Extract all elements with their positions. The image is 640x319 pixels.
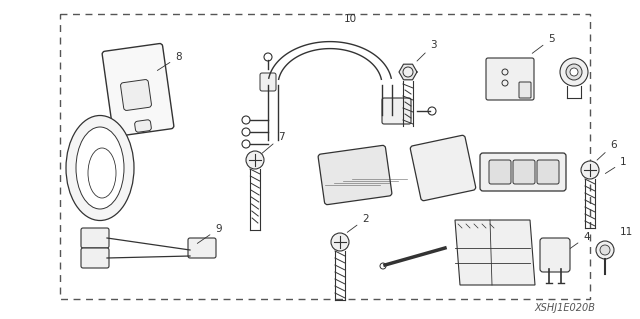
Circle shape: [246, 151, 264, 169]
Text: 9: 9: [197, 224, 221, 243]
Circle shape: [581, 161, 599, 179]
FancyBboxPatch shape: [486, 58, 534, 100]
Text: XSHJ1E020B: XSHJ1E020B: [534, 303, 595, 313]
Circle shape: [242, 116, 250, 124]
Polygon shape: [455, 220, 535, 285]
Text: 8: 8: [157, 52, 182, 70]
FancyBboxPatch shape: [480, 153, 566, 191]
FancyBboxPatch shape: [134, 120, 151, 132]
Text: 11: 11: [620, 227, 633, 237]
FancyBboxPatch shape: [260, 73, 276, 91]
Circle shape: [566, 64, 582, 80]
Circle shape: [596, 241, 614, 259]
Polygon shape: [399, 64, 417, 80]
FancyBboxPatch shape: [513, 160, 535, 184]
Text: 2: 2: [348, 214, 369, 232]
FancyBboxPatch shape: [489, 160, 511, 184]
FancyBboxPatch shape: [540, 238, 570, 272]
Circle shape: [428, 107, 436, 115]
Text: 4: 4: [570, 232, 589, 249]
Circle shape: [331, 233, 349, 251]
Text: 1: 1: [605, 157, 627, 174]
Text: 10: 10: [344, 14, 356, 24]
Text: 3: 3: [417, 40, 436, 61]
Circle shape: [380, 263, 386, 269]
FancyBboxPatch shape: [102, 43, 174, 137]
FancyBboxPatch shape: [537, 160, 559, 184]
Circle shape: [242, 140, 250, 148]
Text: 6: 6: [597, 140, 616, 160]
FancyBboxPatch shape: [382, 98, 411, 124]
Circle shape: [560, 58, 588, 86]
FancyBboxPatch shape: [410, 135, 476, 201]
Circle shape: [242, 128, 250, 136]
Text: 7: 7: [262, 132, 285, 153]
Ellipse shape: [66, 115, 134, 220]
Text: 5: 5: [532, 34, 555, 53]
Ellipse shape: [76, 127, 124, 209]
Circle shape: [600, 245, 610, 255]
Circle shape: [570, 68, 578, 76]
Circle shape: [403, 67, 413, 77]
FancyBboxPatch shape: [519, 82, 531, 98]
FancyBboxPatch shape: [318, 145, 392, 204]
FancyBboxPatch shape: [120, 79, 152, 110]
Circle shape: [264, 53, 272, 61]
Bar: [60, 14, 590, 299]
FancyBboxPatch shape: [188, 238, 216, 258]
FancyBboxPatch shape: [81, 248, 109, 268]
FancyBboxPatch shape: [81, 228, 109, 248]
